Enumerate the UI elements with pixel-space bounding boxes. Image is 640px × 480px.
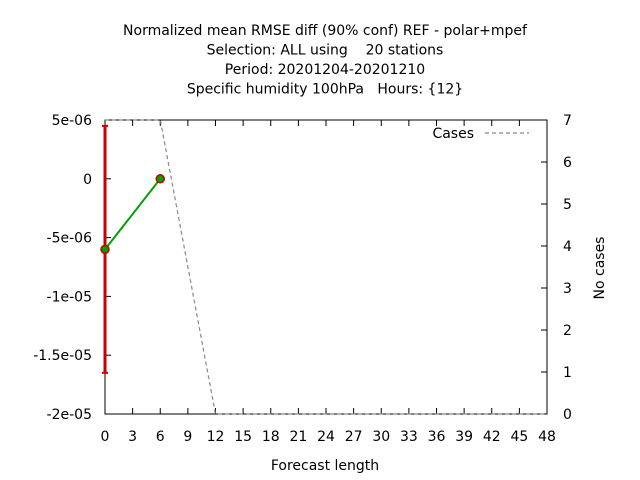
plot-frame	[104, 119, 548, 415]
title-line-3: Period: 20201204-20201210	[225, 62, 425, 78]
y2-tick-label: 1	[563, 365, 572, 381]
x-tick-label: 36	[428, 429, 446, 445]
x-tick-label: 42	[483, 429, 501, 445]
mean-diff-point	[100, 244, 110, 255]
y-tick-label: -2e-05	[47, 407, 92, 423]
x-tick-label: 15	[234, 429, 252, 445]
x-tick-label: 33	[400, 429, 418, 445]
x-tick-label: 3	[128, 429, 137, 445]
y-tick-label: -1.5e-05	[33, 348, 92, 364]
legend-label: Cases	[432, 126, 474, 142]
x-tick-label: 45	[510, 429, 528, 445]
y-tick-label: 5e-06	[52, 113, 92, 129]
x-tick-label: 30	[372, 429, 390, 445]
x-tick-label: 12	[207, 429, 225, 445]
plot-border	[104, 119, 548, 415]
x-tick-label: 21	[289, 429, 307, 445]
y2-tick-label: 5	[563, 197, 572, 213]
y2-axis-label: No cases	[592, 237, 608, 300]
y2-tick-label: 6	[563, 155, 572, 171]
x-tick-label: 18	[262, 429, 280, 445]
mean-diff-series	[100, 174, 165, 255]
legend: Cases	[432, 126, 529, 142]
mean-diff-line	[104, 178, 162, 251]
x-tick-label: 6	[156, 429, 165, 445]
y-tick-label: 0	[83, 172, 92, 188]
y-tick-label: -1e-05	[47, 289, 92, 305]
chart-title: Normalized mean RMSE diff (90% conf) REF…	[123, 23, 528, 98]
y-axis-ticks: 5e-06 0 -5e-06 -1e-05 -1.5e-05 -2e-05	[33, 113, 111, 423]
mean-diff-point	[155, 174, 165, 184]
x-tick-label: 39	[455, 429, 473, 445]
x-tick-label: 48	[538, 429, 556, 445]
x-tick-label: 24	[317, 429, 335, 445]
x-axis-label: Forecast length	[271, 458, 379, 474]
x-tick-label: 0	[101, 429, 110, 445]
x-axis-ticks: 0 3 6 9 12 15 18 21 24 27 30 33 36 39 42 45 48	[101, 120, 556, 445]
y2-tick-label: 7	[563, 113, 572, 129]
title-line-2: Selection: ALL using 20 stations	[207, 43, 444, 59]
y2-tick-label: 4	[563, 239, 572, 255]
title-line-1: Normalized mean RMSE diff (90% conf) REF…	[123, 23, 528, 39]
y2-axis-ticks: 7 6 5 4 3 2 1 0	[541, 113, 572, 423]
x-tick-label: 9	[183, 429, 192, 445]
y2-tick-label: 0	[563, 407, 572, 423]
y-tick-label: -5e-06	[47, 231, 93, 247]
cases-line	[105, 119, 547, 415]
cases-series	[105, 119, 547, 415]
title-line-4: Specific humidity 100hPa Hours: {12}	[187, 82, 463, 98]
y2-tick-label: 2	[563, 323, 572, 339]
y2-tick-label: 3	[563, 281, 572, 297]
x-tick-label: 27	[345, 429, 363, 445]
